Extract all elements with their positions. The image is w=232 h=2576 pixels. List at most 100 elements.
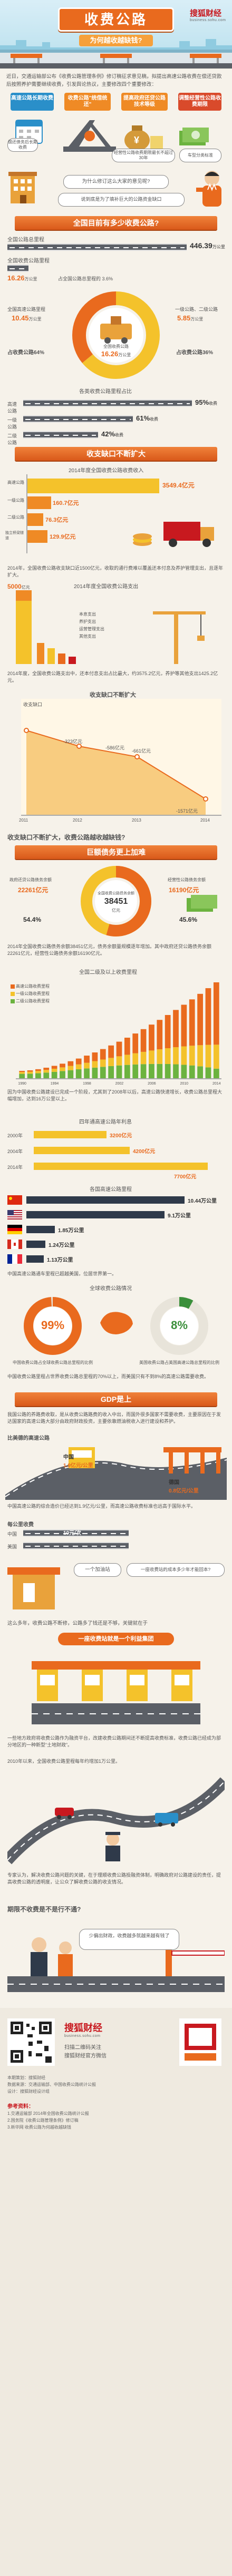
mileage-bar-2003-1 [124,1055,130,1065]
ratio-bar-2 [23,415,133,423]
mileage-bar-2011-0 [189,1065,195,1078]
mileage-bar-2004-2 [132,1033,139,1053]
revenue-title: 2014年度全国收费公路收费收入 [69,468,144,474]
section5-text3: 一些地方政府将收费公路作为融资平台，改建收费公路期间还不断提高收费标准，收费公路… [7,1735,221,1748]
road-junction-icon [63,120,116,152]
mileage-bar-2000-0 [100,1067,106,1078]
footer-logo-icon [179,2018,221,2066]
country-value-1: 10.44万公里 [188,1198,217,1204]
mileage-bar-1998-2 [84,1056,90,1063]
credit-line-1: 本期策划：搜狐财经 [7,2075,45,2080]
closing-illustration [7,1937,225,1992]
total-debt-unit: 亿元 [112,908,120,913]
interest-bar-2 [34,1147,130,1154]
mileage-bar-1993-0 [43,1072,50,1078]
mileage-bar-2002-1 [116,1056,122,1066]
ratio-value-1: 95%收费 [195,398,218,406]
qr-code-icon [7,2018,55,2066]
interest-title: 四年通高速公路年利息 [79,1119,132,1125]
cost-compare-illustration [5,1447,227,1500]
country-compare-title: 各国高速公路里程 [90,1187,132,1193]
fee-title: 每公里收费 [7,1522,34,1528]
header: 收费公路 为何越收越缺钱? 搜狐财经 business.sohu.com [0,0,232,53]
credit-line-3: 设计：搜狐财经设计组 [7,2089,50,2094]
highway-value: 10.45万公里 [12,314,42,322]
road-network-illustration [7,1777,225,1865]
closing-bubble: 少偏出财政，收费越多就越来越有钱了 [79,1929,179,1950]
interest-year-3: 2014年 [7,1165,23,1170]
money-bag-icon: ¥ [124,125,163,151]
mileage-bar-1994-2 [51,1066,57,1069]
ratio-name-2: 一级公路 [7,417,17,430]
bills-icon [187,895,217,912]
toll-road-bar [7,265,28,272]
fee-value-1: 10元/次 [63,1530,81,1536]
china-toll-value: 99% [41,1319,65,1332]
total-road-label: 全国公路总里程 [7,237,44,243]
officer-icon [105,1832,120,1861]
fee-name-2: 美国 [7,1544,17,1549]
country-bar-4 [26,1241,45,1248]
other-road-label: 一级公路、二级公路 [175,307,218,312]
interest-bar-1 [34,1131,107,1138]
toll-road-label: 全国收费公路里程 [7,258,50,264]
gap-axis-label: 收支缺口 [23,702,43,707]
header-brand: 搜狐财经 business.sohu.com [190,9,226,22]
mileage-bar-2008-1 [165,1048,171,1064]
debt-donut [81,866,151,936]
change-icons: ¥ [15,120,209,152]
footer-follow: 搜狐财经官方微信 [64,2053,107,2059]
officials-icon [31,1937,73,1976]
ref-line-2: 2.国务院《收费公路管理条例》修订稿 [7,2118,79,2123]
gov-debt-label: 政府还贷公路债务余额 [9,877,52,882]
country-compare-note: 中国高速公路通车里程已超越美国，位居世界第一。 [7,1271,117,1276]
section5-text2: 中国高速公路的综合造价已经达到1.9亿元/公里，而高速公路收费标准也远高于国际水… [7,1504,196,1509]
fee-bar-2 [23,1542,129,1549]
mileage-bar-1994-0 [51,1071,57,1078]
ratio-value-3: 42%收费 [101,430,124,438]
biz-debt-label: 经营性公路债务余额 [168,877,206,882]
crane-icon [153,611,206,664]
gap-value-2: -586亿元 [105,745,125,750]
mileage-bar-2010-2 [181,1004,187,1047]
mileage-bar-2012-0 [197,1066,203,1078]
interest-bar-3 [34,1163,208,1170]
detail-bubble-1: 偿还债务后长期收费 [7,138,38,152]
mileage-bar-2003-2 [124,1038,130,1055]
spend-chart [16,590,206,664]
mileage-bar-1990-0 [19,1074,25,1078]
canada-flag-icon [7,1240,22,1249]
coin-stack-icon [133,533,152,546]
mileage-bar-1990-1 [19,1072,25,1074]
mileage-bar-1997-1 [75,1064,82,1070]
mileage-bar-2007-1 [157,1049,163,1064]
china-toll-donut [24,1297,82,1355]
mileage-bar-2008-2 [165,1014,171,1048]
footer-brand: 搜狐财经 business.sohu.com [64,2023,102,2038]
detail-bubble-3: 车型分类标准 [179,149,221,162]
mileage-bar-2011-2 [189,999,195,1046]
mileage-bar-1994-1 [51,1068,57,1072]
mileage-bar-1996-0 [67,1070,74,1078]
other-road-value: 5.85万公里 [177,314,204,322]
ratio-title: 各类收费公路里程占比 [79,389,132,395]
mileage-bar-2002-2 [116,1041,122,1057]
toll-booth-icon [69,1447,95,1468]
change-tag-1: 高速公路长期收费 [11,93,54,111]
section1-banner: 全国目前有多少收费公路? [15,216,217,230]
total-road-bar [7,243,187,251]
barrier-icon [166,1950,225,1976]
spend-legend-4: 其他支出 [79,634,96,639]
mileage-bar-1996-2 [67,1061,74,1066]
country-bar-3 [26,1226,55,1233]
mileage-bar-1995-0 [60,1071,65,1078]
china-map-icon [100,1312,133,1334]
change-tag-2: 收费公路"统借统还" [64,93,111,111]
gap-year-4: 2014 [200,818,210,823]
gap-year-3: 2013 [132,818,141,823]
person-icon [196,171,221,207]
mileage-bar-1999-0 [92,1067,98,1078]
rev-name-1: 高速公路 [7,480,24,485]
cost-compare-title: 比美德的高速公路 [7,1436,50,1441]
country-value-5: 1.13万公里 [47,1257,73,1263]
